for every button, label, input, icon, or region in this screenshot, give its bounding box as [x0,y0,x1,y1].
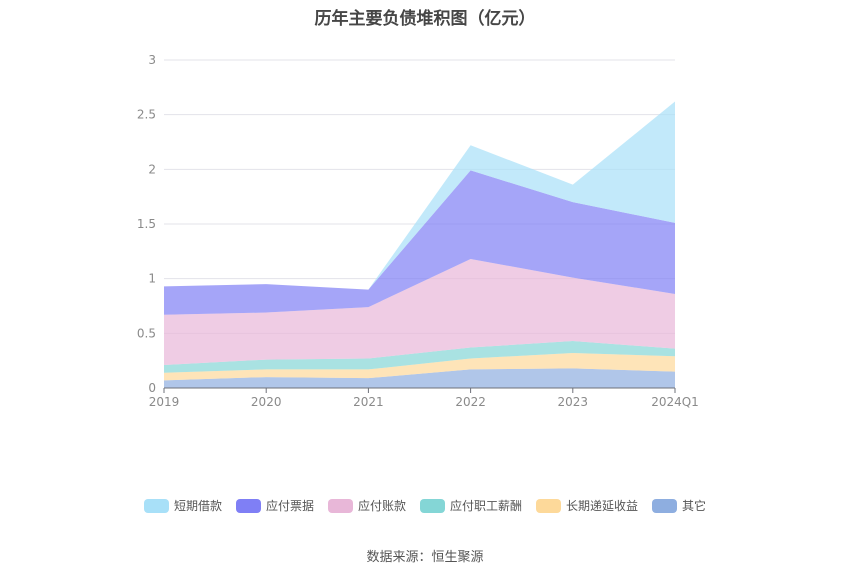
y-tick-label: 0.5 [137,326,156,340]
legend-item[interactable]: 应付票据 [235,497,314,514]
area-series-5 [164,101,675,290]
legend-swatch [143,498,169,513]
area-series-4 [164,170,675,315]
legend-item[interactable]: 长期递延收益 [536,497,638,514]
legend-label: 长期递延收益 [566,499,639,513]
y-tick-label: 2.5 [137,108,156,122]
x-tick-label: 2019 [149,395,180,409]
y-tick-label: 1.5 [137,217,156,231]
area-series-0 [164,368,675,388]
legend-label: 应付职工薪酬 [450,499,523,513]
chart-title: 历年主要负债堆积图（亿元） [314,9,536,29]
x-tick-label: 2022 [455,395,486,409]
legend-swatch [536,498,562,513]
legend-item[interactable]: 其它 [652,497,706,514]
legend-item[interactable]: 应付账款 [327,497,406,514]
legend-label: 短期借款 [173,499,222,513]
legend-swatch [235,498,261,513]
legend: 短期借款 应付票据 应付账款 应付职工薪酬 长期递延收益 其它 [0,497,850,514]
x-tick-label: 2024Q1 [651,395,699,409]
y-tick-label: 2 [148,162,156,176]
legend-swatch [652,498,678,513]
x-tick-label: 2020 [251,395,282,409]
legend-label: 其它 [682,499,707,513]
area-series-1 [164,353,675,381]
legend-swatch [327,498,353,513]
legend-item[interactable]: 短期借款 [143,497,222,514]
y-tick-label: 0 [148,381,156,395]
legend-item[interactable]: 应付职工薪酬 [420,497,522,514]
area-series-2 [164,340,675,373]
x-tick-label: 2023 [558,395,589,409]
legend-swatch [420,498,445,513]
legend-label: 应付票据 [265,499,314,513]
x-tick-label: 2021 [353,395,384,409]
axes: 0 0.5 1 1.5 2 2.5 3 2019 2020 2021 2022 2023 2024Q1 [137,53,699,409]
area-series-3 [164,258,675,366]
y-tick-label: 1 [148,272,156,286]
area-series [164,101,675,388]
y-tick-label: 3 [148,53,156,67]
source-note: 数据来源：恒生聚源 [366,550,484,565]
legend-label: 应付账款 [357,499,406,513]
